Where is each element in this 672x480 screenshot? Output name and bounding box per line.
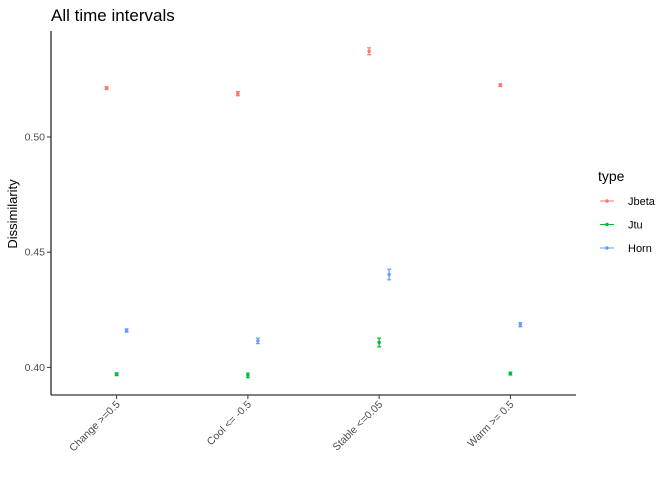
- y-ticks: 0.40 0.45 0.50: [25, 131, 51, 374]
- legend-label: Jtu: [628, 220, 643, 232]
- legend-label: Jbeta: [628, 196, 656, 208]
- x-tick-label: Cool <= -0.5: [205, 399, 254, 448]
- legend-key-point: [605, 246, 609, 250]
- x-tick-label: Stable <=0.05: [331, 399, 386, 454]
- data-point: [124, 328, 129, 333]
- data-point: [518, 323, 523, 327]
- chart-title: All time intervals: [51, 6, 175, 25]
- legend-key-point: [605, 199, 609, 203]
- data-point: [367, 49, 371, 53]
- legend-item-jtu: Jtu: [600, 220, 643, 232]
- series-jtu: [114, 337, 513, 379]
- legend-title: type: [598, 168, 625, 184]
- data-point: [377, 340, 381, 345]
- data-point: [387, 272, 391, 277]
- legend-item-jbeta: Jbeta: [600, 196, 656, 208]
- legend-item-horn: Horn: [600, 243, 652, 255]
- x-tick-label: Warm >= 0.5: [465, 399, 516, 450]
- plot-area: [104, 47, 523, 379]
- x-ticks: Change >=0.5 Cool <= -0.5 Stable <=0.05 War…: [67, 395, 517, 455]
- y-tick-label: 0.45: [25, 247, 46, 259]
- data-point: [508, 371, 513, 376]
- y-axis-title: Dissimilarity: [5, 179, 20, 249]
- y-tick-label: 0.40: [25, 362, 46, 374]
- data-point: [246, 373, 250, 378]
- x-tick-label: Change >=0.5: [67, 399, 123, 455]
- legend: type Jbeta Jtu Horn: [598, 168, 656, 255]
- data-point: [114, 372, 119, 376]
- data-point: [498, 83, 503, 87]
- legend-key-point: [605, 222, 609, 227]
- data-point: [236, 91, 240, 96]
- series-jbeta: [104, 47, 503, 97]
- data-point: [104, 86, 109, 90]
- series-horn: [124, 268, 523, 345]
- legend-label: Horn: [628, 243, 652, 255]
- data-point: [256, 339, 260, 343]
- y-tick-label: 0.50: [25, 131, 46, 143]
